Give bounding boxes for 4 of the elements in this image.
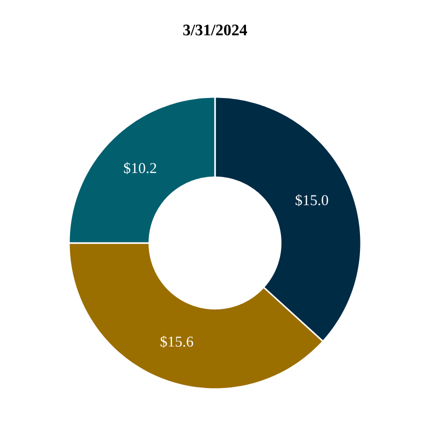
data-label: $15.6 <box>160 336 194 348</box>
data-label: $15.0 <box>296 194 328 206</box>
data-label: $10.2 <box>124 162 156 174</box>
chart-title: 3/31/2024 <box>183 24 248 36</box>
